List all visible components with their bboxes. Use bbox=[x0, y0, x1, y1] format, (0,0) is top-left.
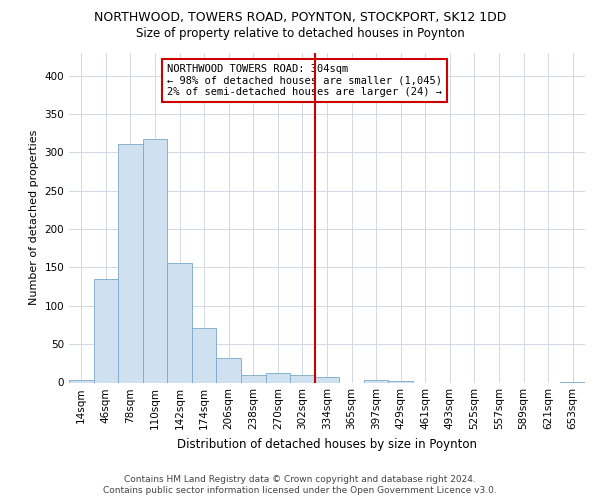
Bar bbox=[192, 328, 217, 382]
Text: Contains HM Land Registry data © Crown copyright and database right 2024.: Contains HM Land Registry data © Crown c… bbox=[124, 475, 476, 484]
Bar bbox=[118, 144, 143, 382]
Bar bbox=[143, 139, 167, 382]
Y-axis label: Number of detached properties: Number of detached properties bbox=[29, 130, 39, 305]
X-axis label: Distribution of detached houses by size in Poynton: Distribution of detached houses by size … bbox=[177, 438, 477, 451]
Bar bbox=[364, 380, 388, 382]
Text: Size of property relative to detached houses in Poynton: Size of property relative to detached ho… bbox=[136, 28, 464, 40]
Bar bbox=[290, 375, 315, 382]
Bar bbox=[94, 279, 118, 382]
Text: NORTHWOOD, TOWERS ROAD, POYNTON, STOCKPORT, SK12 1DD: NORTHWOOD, TOWERS ROAD, POYNTON, STOCKPO… bbox=[94, 11, 506, 24]
Bar bbox=[69, 380, 94, 382]
Bar bbox=[241, 375, 266, 382]
Text: NORTHWOOD TOWERS ROAD: 304sqm
← 98% of detached houses are smaller (1,045)
2% of: NORTHWOOD TOWERS ROAD: 304sqm ← 98% of d… bbox=[167, 64, 442, 97]
Bar bbox=[315, 377, 339, 382]
Bar bbox=[388, 381, 413, 382]
Text: Contains public sector information licensed under the Open Government Licence v3: Contains public sector information licen… bbox=[103, 486, 497, 495]
Bar bbox=[167, 263, 192, 382]
Bar bbox=[266, 372, 290, 382]
Bar bbox=[217, 358, 241, 382]
